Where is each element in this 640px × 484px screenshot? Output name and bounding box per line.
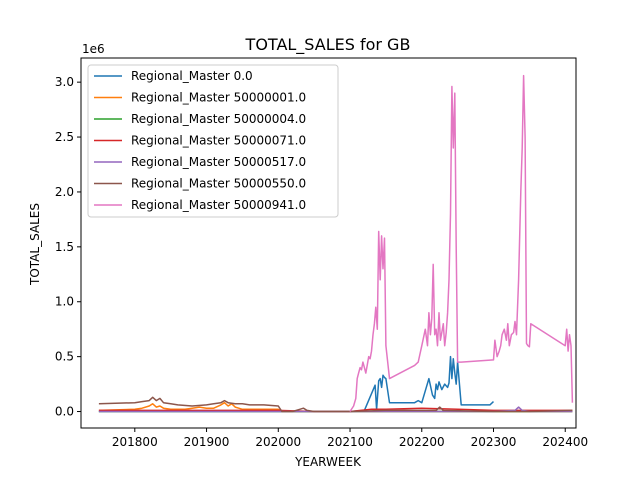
y-tick-label: 2.5 [55,130,74,144]
y-tick-label: 1.0 [55,295,74,309]
y-tick-label: 1.5 [55,240,74,254]
plot-frame [80,57,577,429]
series-line-3 [98,407,573,413]
series-layer [98,74,574,413]
x-tick-label: 201800 [112,435,158,449]
legend-label-5: Regional_Master 50000550.0 [131,177,306,191]
legend-label-4: Regional_Master 50000517.0 [131,155,306,169]
x-tick-label: 202300 [471,435,517,449]
y-axis-label: TOTAL_SALES [28,203,42,286]
y-tick-label: 0.0 [55,405,74,419]
y-offset-label: 1e6 [82,42,105,56]
series-line-5 [98,396,573,413]
x-axis-label: YEARWEEK [294,455,362,469]
x-tick-label: 201900 [184,435,230,449]
legend-label-6: Regional_Master 50000941.0 [131,198,306,212]
ticks-layer: 201800 201900 202000 202100 202200 202300 2024… [55,75,588,449]
x-tick-label: 202200 [399,435,445,449]
y-tick-label: 0.5 [55,350,74,364]
legend-label-2: Regional_Master 50000004.0 [131,112,306,126]
y-tick-label: 2.0 [55,185,74,199]
x-tick-label: 202000 [255,435,301,449]
x-tick-label: 202400 [542,435,588,449]
legend-label-1: Regional_Master 50000001.0 [131,91,306,105]
legend-box [87,64,339,218]
series-line-0 [98,355,495,413]
legend-label-3: Regional_Master 50000071.0 [131,134,306,148]
legend: Regional_Master 0.0 Regional_Master 50000… [87,64,339,218]
legend-label-0: Regional_Master 0.0 [131,69,253,83]
series-line-6 [349,74,574,412]
x-tick-label: 202100 [327,435,373,449]
chart-title: TOTAL_SALES for GB [245,35,411,55]
y-tick-label: 3.0 [55,75,74,89]
